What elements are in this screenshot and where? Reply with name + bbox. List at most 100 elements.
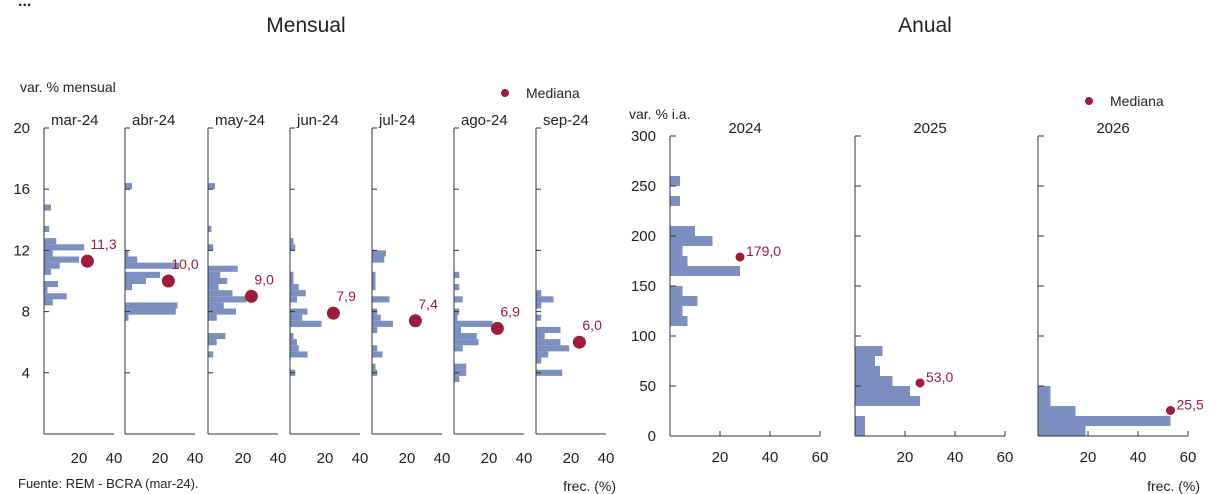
x-tick-label: 20 — [399, 450, 416, 467]
median-data-label: 6,0 — [582, 317, 602, 333]
panel-label: sep-24 — [543, 112, 589, 129]
x-tick-label: 20 — [235, 450, 252, 467]
histogram-bar — [290, 320, 322, 327]
y-axis-label: var. % i.a. — [629, 106, 690, 122]
y-tick-label: 16 — [13, 181, 30, 198]
histogram-bar — [536, 339, 561, 346]
histogram-bar — [670, 296, 698, 306]
y-tick-label: 4 — [22, 365, 30, 382]
median-data-label: 9,0 — [254, 271, 274, 287]
histogram-bar — [372, 351, 383, 358]
histogram-bar — [536, 302, 542, 309]
histogram-bar — [44, 225, 50, 233]
median-data-label: 6,9 — [500, 303, 520, 319]
median-marker — [326, 306, 340, 320]
histogram-bar — [290, 351, 308, 358]
histogram-bar — [125, 250, 129, 257]
panel-label: 2026 — [1096, 120, 1129, 137]
histogram-bar — [670, 176, 680, 186]
histogram-bar — [44, 293, 67, 300]
histogram-bar — [125, 314, 129, 321]
histogram-bar — [208, 314, 217, 321]
histogram-bar — [208, 265, 238, 272]
histogram-bar — [290, 271, 294, 278]
histogram-bar — [125, 284, 132, 291]
histogram-bar — [536, 296, 554, 303]
histogram-bar — [372, 250, 386, 257]
histogram-bar — [855, 356, 875, 366]
x-tick-label: 40 — [947, 449, 964, 466]
annual-section-title: Anual — [898, 14, 952, 37]
x-tick-label: 20 — [317, 450, 334, 467]
histogram-bar — [290, 238, 294, 245]
y-tick-label: 20 — [13, 120, 30, 137]
histogram-bar — [290, 284, 299, 291]
x-tick-label: 40 — [352, 450, 369, 467]
panel-label: 2024 — [728, 120, 761, 137]
histogram-bar — [855, 366, 880, 376]
histogram-bar — [208, 296, 247, 303]
histogram-bar — [536, 357, 542, 364]
histogram-bar — [670, 266, 740, 276]
median-data-label: 25,5 — [1177, 397, 1204, 413]
x-tick-label: 40 — [106, 450, 123, 467]
histogram-bar — [290, 277, 294, 285]
histogram-bar — [208, 244, 214, 251]
source-note: Fuente: REM - BCRA (mar-24). — [18, 476, 199, 491]
median-marker — [1166, 406, 1175, 415]
histogram-bar — [454, 369, 467, 376]
panel-label: mar-24 — [51, 112, 99, 129]
histogram-bar — [125, 308, 176, 315]
x-tick-label: 60 — [997, 449, 1014, 466]
x-tick-label: 20 — [563, 450, 580, 467]
legend-median-label: Mediana — [1110, 93, 1164, 109]
histogram-bar — [454, 314, 458, 321]
median-marker — [408, 314, 422, 328]
legend-median-label: Mediana — [526, 85, 580, 101]
histogram-bar — [290, 333, 294, 340]
histogram-bar — [372, 320, 393, 327]
x-tick-label: 20 — [71, 450, 88, 467]
histogram-bar — [454, 363, 467, 370]
median-marker — [915, 378, 925, 388]
histogram-bar — [372, 345, 378, 352]
histogram-bar — [670, 226, 695, 236]
histogram-bar — [290, 314, 303, 321]
histogram-bar — [536, 314, 542, 321]
histogram-bar — [454, 333, 477, 340]
histogram-bar — [454, 320, 493, 327]
panel-label: ago-24 — [461, 112, 508, 129]
y-tick-label: 12 — [13, 242, 30, 259]
y-tick-label: 200 — [631, 228, 656, 245]
histogram-bar — [372, 277, 376, 285]
histogram-bar — [372, 314, 381, 321]
x-tick-label: 40 — [598, 450, 615, 467]
median-data-label: 10,0 — [171, 256, 198, 272]
histogram-bar — [208, 225, 212, 233]
histogram-bar — [125, 302, 178, 309]
histogram-bar — [454, 375, 460, 382]
histogram-bar — [454, 271, 460, 278]
histogram-bar — [208, 277, 228, 285]
histogram-bar — [44, 262, 60, 269]
histogram-bar — [208, 271, 221, 278]
histogram-bar — [44, 268, 51, 275]
histogram-bar — [208, 351, 214, 358]
histogram-bar — [1038, 426, 1086, 436]
histogram-bar — [670, 256, 688, 266]
y-tick-label: 50 — [639, 378, 656, 395]
panel-label: 2025 — [913, 120, 946, 137]
histogram-bar — [208, 308, 236, 315]
median-data-label: 53,0 — [926, 369, 953, 385]
panel-label: jul-24 — [378, 112, 416, 129]
x-tick-label: 60 — [1180, 449, 1197, 466]
histogram-bar — [454, 284, 460, 291]
histogram-bar — [44, 238, 57, 245]
y-tick-label: 300 — [631, 128, 656, 145]
histogram-bar — [44, 287, 48, 294]
charts-group: var. % mensual 4 8 12 16 20 Mediana frec. (%) ma… — [13, 79, 1204, 494]
histogram-bar — [208, 339, 217, 346]
median-marker — [490, 321, 504, 335]
y-tick-label: 250 — [631, 178, 656, 195]
panel-label: jun-24 — [296, 112, 339, 129]
